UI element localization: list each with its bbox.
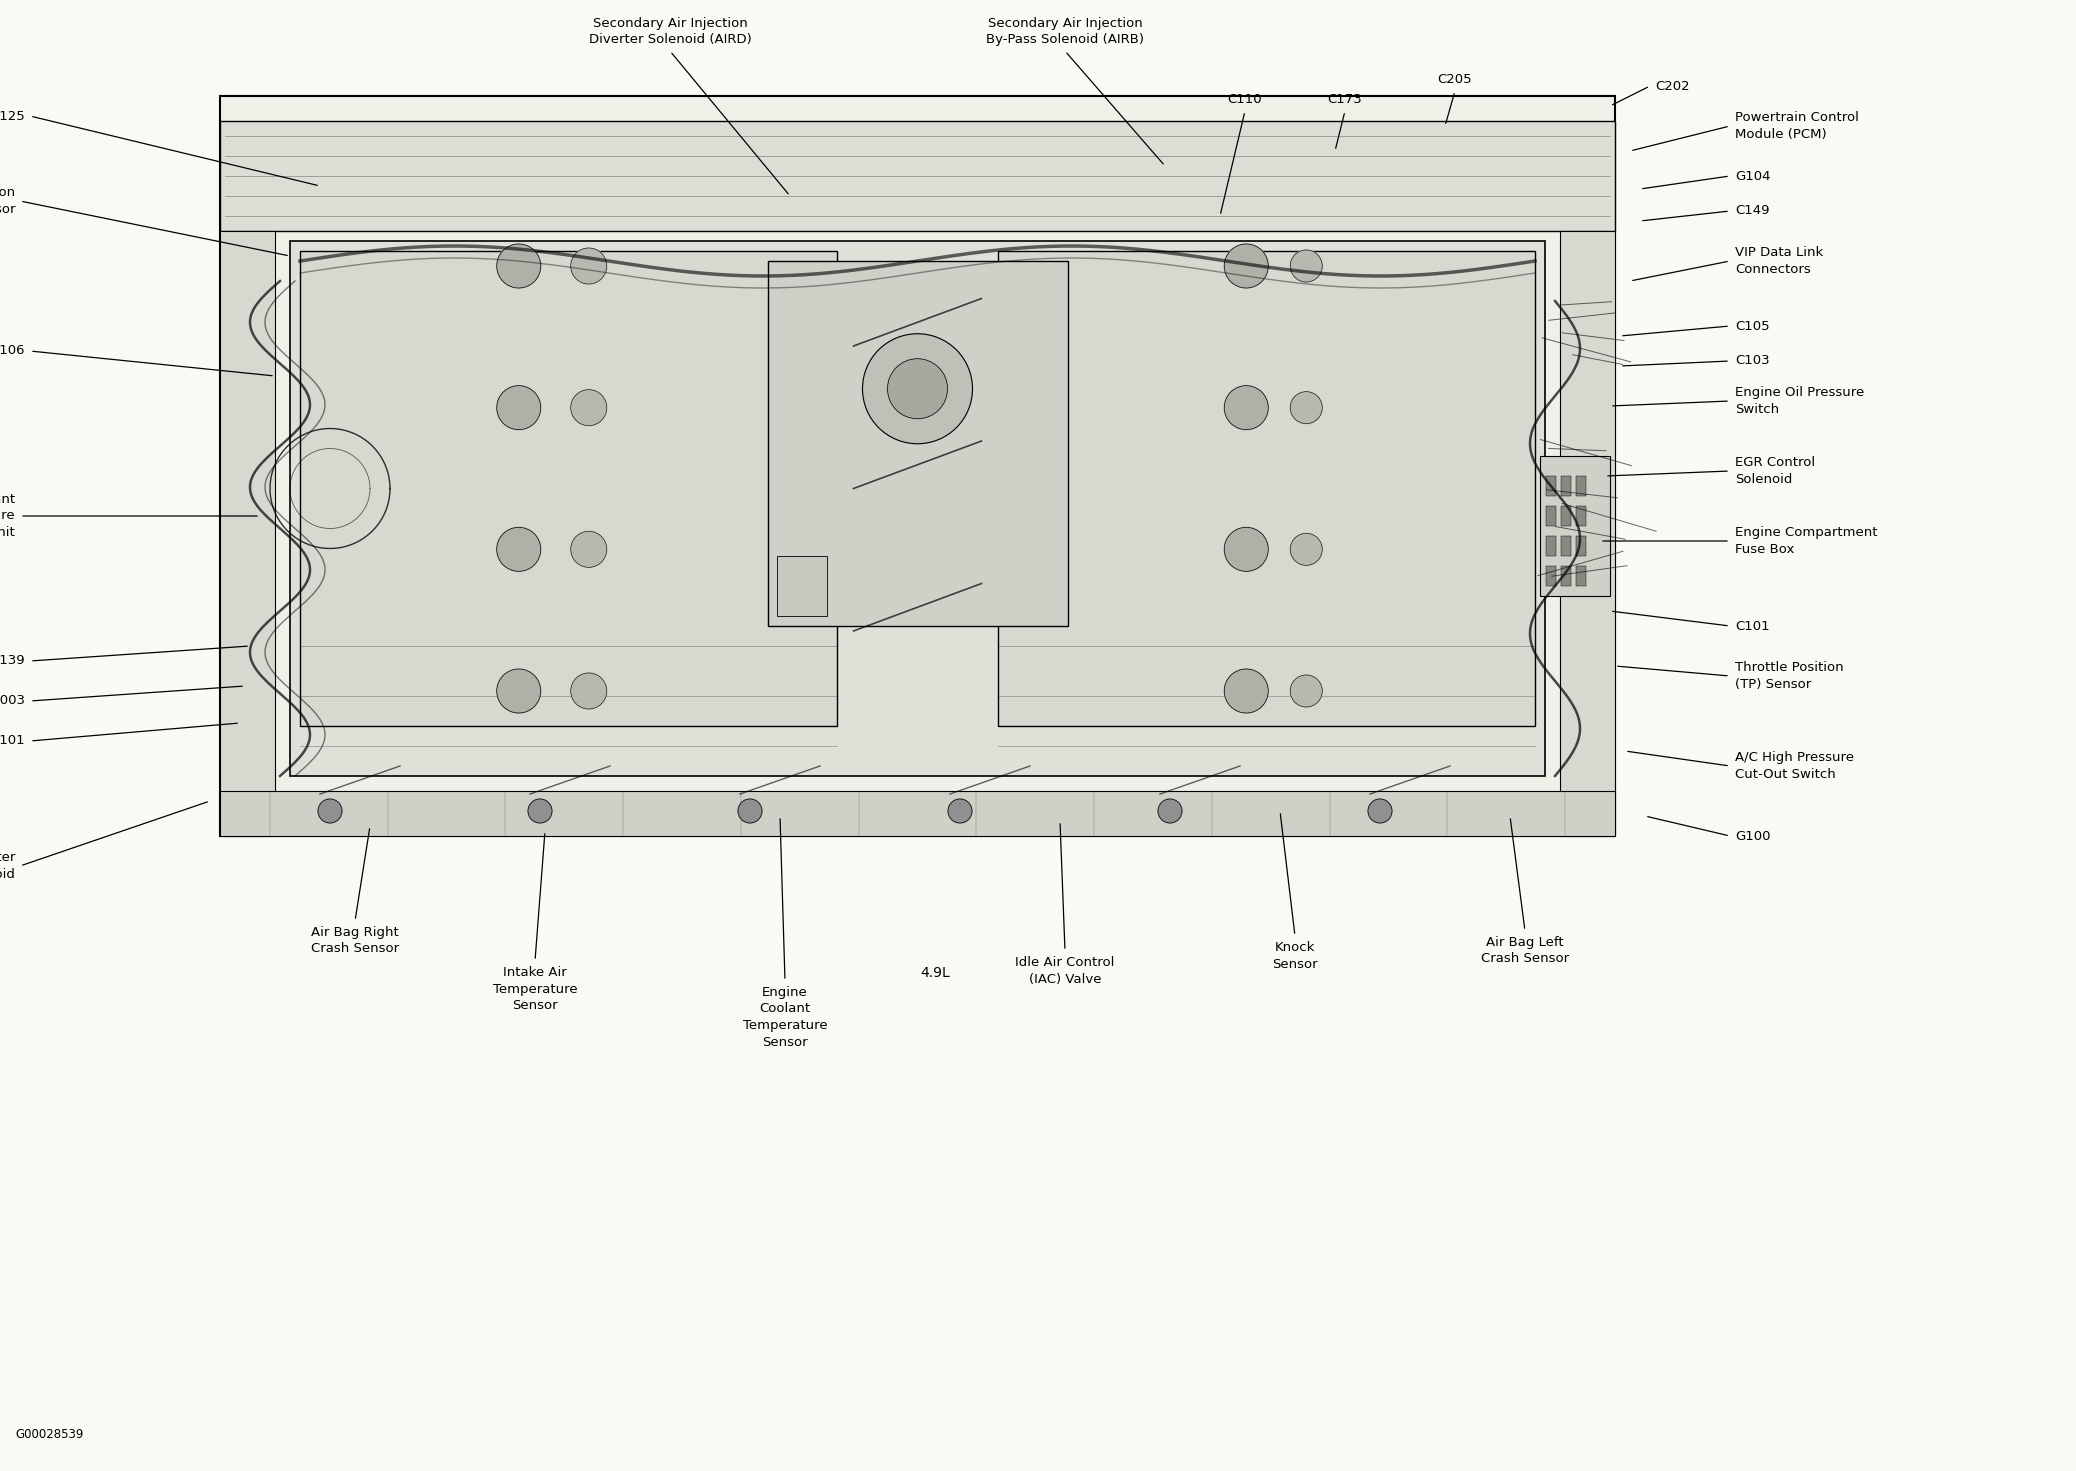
Circle shape	[1225, 244, 1268, 288]
Circle shape	[1291, 250, 1322, 282]
Text: C106: C106	[0, 344, 25, 357]
Bar	[220, 121, 1615, 231]
Text: A/C High Pressure
Cut-Out Switch: A/C High Pressure Cut-Out Switch	[1736, 752, 1854, 781]
Circle shape	[571, 390, 606, 425]
Text: C125: C125	[0, 109, 25, 122]
Text: C101: C101	[1736, 619, 1769, 633]
Bar	[1547, 566, 1557, 585]
Text: Secondary Air Injection
By-Pass Solenoid (AIRB): Secondary Air Injection By-Pass Solenoid…	[986, 16, 1144, 46]
Text: C205: C205	[1439, 74, 1472, 85]
Circle shape	[496, 244, 540, 288]
Bar	[1559, 231, 1615, 836]
Text: Air Bag Right
Crash Sensor: Air Bag Right Crash Sensor	[311, 927, 399, 956]
Text: Secondary Air Injection
Diverter Solenoid (AIRD): Secondary Air Injection Diverter Solenoi…	[590, 16, 752, 46]
Text: G00028539: G00028539	[15, 1428, 83, 1442]
Circle shape	[571, 674, 606, 709]
Text: Knock
Sensor: Knock Sensor	[1273, 941, 1318, 971]
Circle shape	[318, 799, 343, 822]
Text: EVAP Canister
Purge Solenoid: EVAP Canister Purge Solenoid	[0, 852, 15, 881]
Text: Air Bag Left
Crash Sensor: Air Bag Left Crash Sensor	[1480, 936, 1569, 965]
Circle shape	[1225, 669, 1268, 713]
Text: VIP Data Link
Connectors: VIP Data Link Connectors	[1736, 246, 1823, 275]
Text: Engine Oil Pressure
Switch: Engine Oil Pressure Switch	[1736, 387, 1864, 416]
Bar	[1561, 535, 1572, 556]
Text: Idle Air Control
(IAC) Valve: Idle Air Control (IAC) Valve	[1015, 956, 1115, 986]
Bar	[1547, 477, 1557, 496]
Circle shape	[527, 799, 552, 822]
Text: Engine
Coolant
Temperature
Sensor: Engine Coolant Temperature Sensor	[743, 986, 828, 1049]
Bar	[996, 252, 1534, 727]
Text: EGR Control
Solenoid: EGR Control Solenoid	[1736, 456, 1814, 485]
Bar	[291, 241, 1545, 777]
Circle shape	[1225, 385, 1268, 430]
Circle shape	[1291, 675, 1322, 708]
Bar	[220, 96, 1615, 836]
Bar	[220, 791, 1615, 836]
Text: Engine Compartment
Fuse Box: Engine Compartment Fuse Box	[1736, 527, 1877, 556]
Text: C202: C202	[1655, 79, 1690, 93]
Text: EGR Valve Position
(EVP) Sensor: EGR Valve Position (EVP) Sensor	[0, 187, 15, 216]
Bar	[1547, 535, 1557, 556]
Bar	[1576, 506, 1586, 527]
Circle shape	[889, 359, 947, 419]
Text: C105: C105	[1736, 319, 1769, 332]
Bar	[1576, 566, 1586, 585]
Text: C110: C110	[1227, 93, 1262, 106]
Text: Throttle Position
(TP) Sensor: Throttle Position (TP) Sensor	[1736, 662, 1843, 691]
Bar	[1547, 506, 1557, 527]
Text: Intake Air
Temperature
Sensor: Intake Air Temperature Sensor	[492, 966, 577, 1012]
Text: G100: G100	[1736, 830, 1771, 843]
Bar	[1576, 535, 1586, 556]
Text: C103: C103	[1736, 355, 1769, 368]
Circle shape	[1225, 527, 1268, 571]
Circle shape	[1158, 799, 1181, 822]
Text: C139: C139	[0, 655, 25, 668]
Circle shape	[1291, 391, 1322, 424]
Circle shape	[571, 249, 606, 284]
Bar	[768, 260, 1067, 627]
Circle shape	[862, 334, 972, 444]
Bar	[778, 556, 828, 616]
Circle shape	[949, 799, 972, 822]
Circle shape	[496, 669, 540, 713]
Circle shape	[1291, 534, 1322, 565]
Bar	[220, 231, 274, 836]
Bar	[301, 252, 837, 727]
Bar	[1576, 477, 1586, 496]
Circle shape	[1368, 799, 1393, 822]
Text: Powertrain Control
Module (PCM): Powertrain Control Module (PCM)	[1736, 112, 1858, 141]
Circle shape	[737, 799, 762, 822]
Text: G104: G104	[1736, 169, 1771, 182]
Bar	[1561, 566, 1572, 585]
Bar	[1561, 506, 1572, 527]
Text: C173: C173	[1329, 93, 1362, 106]
Text: C149: C149	[1736, 204, 1769, 218]
Circle shape	[496, 385, 540, 430]
Text: 4.9L: 4.9L	[920, 966, 951, 980]
Text: Engine Coolant
Temperature
Sender Unit: Engine Coolant Temperature Sender Unit	[0, 493, 15, 538]
Circle shape	[571, 531, 606, 568]
Bar	[1561, 477, 1572, 496]
Circle shape	[496, 527, 540, 571]
Bar	[1540, 456, 1611, 596]
Text: G101: G101	[0, 734, 25, 747]
Text: C1003: C1003	[0, 694, 25, 708]
